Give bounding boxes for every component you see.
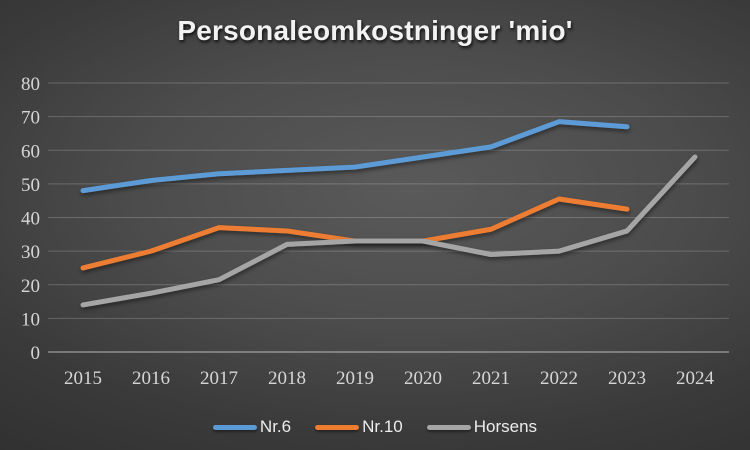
x-axis-label: 2023 bbox=[608, 368, 646, 389]
x-axis-label: 2020 bbox=[404, 368, 442, 389]
series-line-nr10 bbox=[80, 196, 630, 271]
x-axis-label: 2017 bbox=[200, 368, 238, 389]
legend-label-nr6: Nr.6 bbox=[259, 417, 292, 436]
legend-item-nr10[interactable]: Nr.10 bbox=[315, 417, 403, 437]
x-axis-label: 2021 bbox=[472, 368, 510, 389]
legend-label-horsens: Horsens bbox=[473, 417, 538, 436]
x-axis-label: 2024 bbox=[676, 368, 715, 389]
y-axis-label: 10 bbox=[21, 309, 40, 330]
y-axis-label: 40 bbox=[21, 209, 40, 230]
y-axis-label: 20 bbox=[21, 276, 40, 297]
x-axis-label: 2018 bbox=[268, 368, 306, 389]
legend-line-swatch-horsens bbox=[426, 424, 471, 430]
legend-item-horsens[interactable]: Horsens bbox=[426, 417, 538, 437]
legend-line-swatch-nr6 bbox=[212, 424, 257, 430]
series-line-nr6 bbox=[80, 119, 630, 194]
legend-item-nr6[interactable]: Nr.6 bbox=[212, 417, 292, 437]
y-axis-label: 0 bbox=[31, 343, 41, 364]
x-axis-label: 2019 bbox=[336, 368, 374, 389]
x-axis-label: 2016 bbox=[132, 368, 170, 389]
chart-title: Personaleomkostninger 'mio' bbox=[177, 15, 573, 46]
y-axis-label: 70 bbox=[21, 108, 40, 129]
x-axis-label: 2022 bbox=[540, 368, 578, 389]
x-axis-label: 2015 bbox=[64, 368, 102, 389]
y-axis-label: 60 bbox=[21, 141, 40, 162]
y-axis-label: 80 bbox=[21, 74, 40, 95]
legend-line-swatch-nr10 bbox=[315, 424, 360, 430]
series-line-horsens bbox=[80, 154, 698, 308]
y-axis-label: 50 bbox=[21, 175, 40, 196]
legend-label-nr10: Nr.10 bbox=[362, 417, 403, 436]
y-axis-label: 30 bbox=[21, 242, 40, 263]
chart-legend: Nr.6 Nr.10 Horsens bbox=[0, 417, 750, 437]
